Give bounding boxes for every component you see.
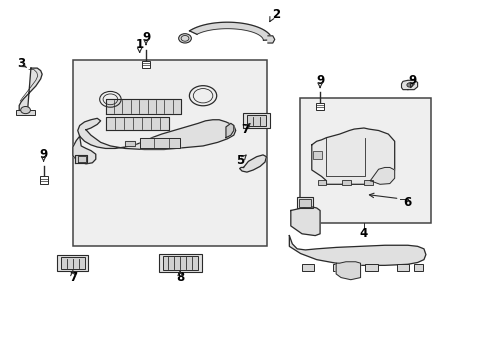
Bar [246,116,266,126]
Text: 4: 4 [359,226,367,239]
Bar [61,257,84,269]
Polygon shape [311,128,394,184]
Polygon shape [225,123,233,138]
Polygon shape [239,155,266,172]
Bar [341,180,350,185]
Text: 6: 6 [403,196,411,209]
Polygon shape [73,136,96,164]
Bar [57,255,88,271]
Polygon shape [290,207,320,235]
Polygon shape [105,99,181,114]
Bar [243,113,270,129]
Text: 8: 8 [176,271,184,284]
Bar [365,264,377,271]
Circle shape [20,107,30,114]
Polygon shape [401,80,417,90]
Polygon shape [75,155,87,163]
Circle shape [406,83,412,87]
Polygon shape [125,140,135,145]
Bar [162,256,197,270]
Text: 9: 9 [142,31,150,44]
Polygon shape [19,68,42,113]
Polygon shape [369,167,394,184]
Bar [142,60,150,68]
Polygon shape [78,118,235,149]
Text: 7: 7 [241,122,249,136]
Text: 1: 1 [135,38,143,51]
Bar [413,264,422,271]
Polygon shape [140,138,180,148]
Bar [299,98,430,223]
Bar [332,264,345,271]
Bar [73,60,266,246]
Text: 9: 9 [408,74,416,87]
Text: 9: 9 [315,74,324,87]
Text: 2: 2 [272,8,280,21]
Text: 3: 3 [17,57,25,70]
Bar [40,176,47,184]
Bar [302,264,314,271]
Polygon shape [105,117,168,130]
Text: 5: 5 [236,154,244,167]
Bar [312,151,321,159]
Circle shape [178,34,191,43]
Bar [299,199,310,207]
Bar [396,264,408,271]
Text: 7: 7 [69,271,77,284]
Bar [16,110,35,115]
Polygon shape [335,262,360,280]
Bar [158,254,201,272]
Bar [316,103,324,110]
Polygon shape [289,235,425,265]
Bar [297,197,312,208]
Text: 9: 9 [40,148,48,161]
Polygon shape [267,36,274,43]
Polygon shape [189,22,272,40]
Bar [363,180,372,185]
Bar [317,180,326,185]
